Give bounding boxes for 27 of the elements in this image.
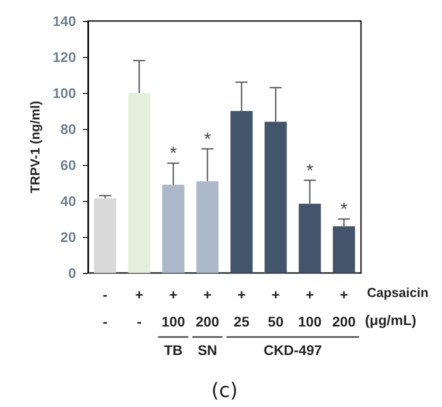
text: (c) bbox=[211, 378, 238, 402]
y-tick-label: 20 bbox=[60, 229, 76, 245]
x-tick-label: + 100 bbox=[298, 286, 322, 330]
x-tick-label: + 200 bbox=[196, 286, 220, 330]
y-tick-label: 40 bbox=[60, 193, 76, 209]
y-axis-title: TRPV-1 (ng/ml) bbox=[28, 100, 43, 194]
x-tick-label: + 50 bbox=[268, 286, 284, 330]
data-label: * bbox=[306, 160, 314, 180]
text: Capsaicin bbox=[367, 285, 428, 300]
data-label: * bbox=[204, 128, 211, 149]
y-tick-label: 140 bbox=[52, 13, 76, 29]
text: (μg/mL) bbox=[365, 312, 416, 328]
x-tick-label: - - bbox=[102, 286, 108, 330]
y-tick-label: 100 bbox=[52, 85, 76, 101]
x-tick-label: + 100 bbox=[162, 286, 186, 330]
data-label: * bbox=[340, 199, 348, 219]
text: TB bbox=[164, 342, 183, 358]
x-tick-label: + 25 bbox=[234, 286, 250, 330]
text: CKD-497 bbox=[264, 342, 322, 358]
x-tick-label: + - bbox=[135, 286, 144, 330]
y-tick-label: 120 bbox=[52, 49, 76, 65]
data-label: * bbox=[170, 143, 177, 164]
y-tick-label: 0 bbox=[68, 265, 76, 281]
y-tick-label: 80 bbox=[60, 121, 76, 137]
text: SN bbox=[198, 342, 218, 358]
y-tick-label: 60 bbox=[60, 157, 76, 173]
x-tick-label: + 200 bbox=[332, 286, 356, 330]
